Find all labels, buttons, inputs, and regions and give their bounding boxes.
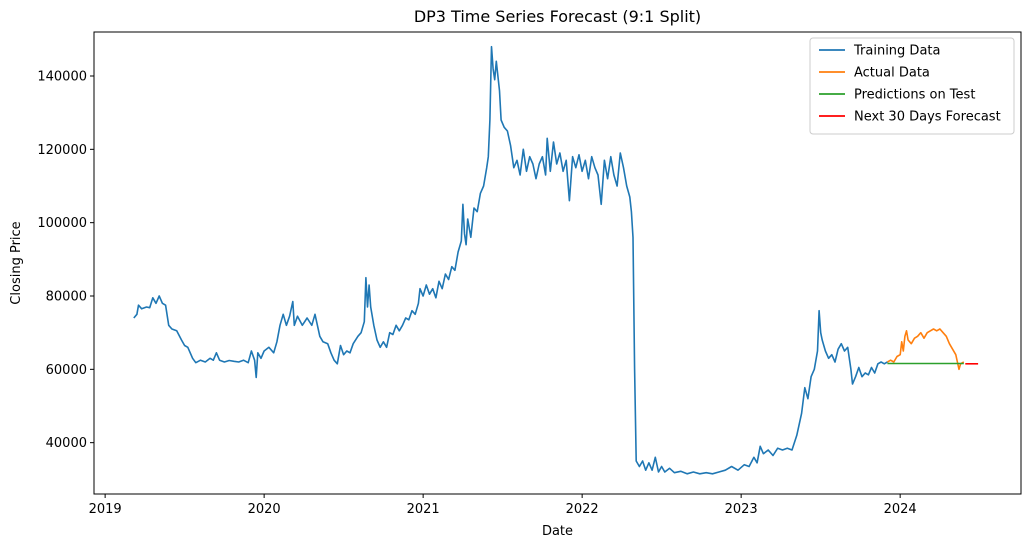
x-tick-label: 2023 [725,502,758,517]
series-layer [133,45,979,475]
legend-label: Actual Data [854,66,930,81]
y-tick-label: 140000 [37,70,87,85]
legend-label: Training Data [853,44,940,59]
plot-frame [93,31,1022,495]
legend-label: Predictions on Test [854,88,975,103]
y-tick-label: 120000 [37,143,87,158]
chart-title: DP3 Time Series Forecast (9:1 Split) [414,7,701,26]
x-tick-label: 2021 [407,502,440,517]
x-tick-label: 2019 [89,502,122,517]
x-tick-label: 2022 [566,502,599,517]
training-data-line [133,45,888,475]
x-axis-label: Date [542,524,573,539]
y-axis-label: Closing Price [9,221,24,304]
legend-label: Next 30 Days Forecast [854,110,1001,125]
legend-box [809,37,1015,135]
y-axis: 40000 60000 80000 100000 120000 140000 [37,70,94,451]
actual-data-line [887,328,965,371]
y-tick-label: 40000 [46,436,87,451]
y-tick-label: 100000 [37,216,87,231]
x-tick-label: 2024 [884,502,917,517]
x-axis: 2019 2020 2021 2022 2023 2024 [89,494,917,517]
x-tick-label: 2020 [248,502,281,517]
y-tick-label: 60000 [46,363,87,378]
legend: Training Data Actual Data Predictions on T… [809,37,1015,135]
y-tick-label: 80000 [46,290,87,305]
